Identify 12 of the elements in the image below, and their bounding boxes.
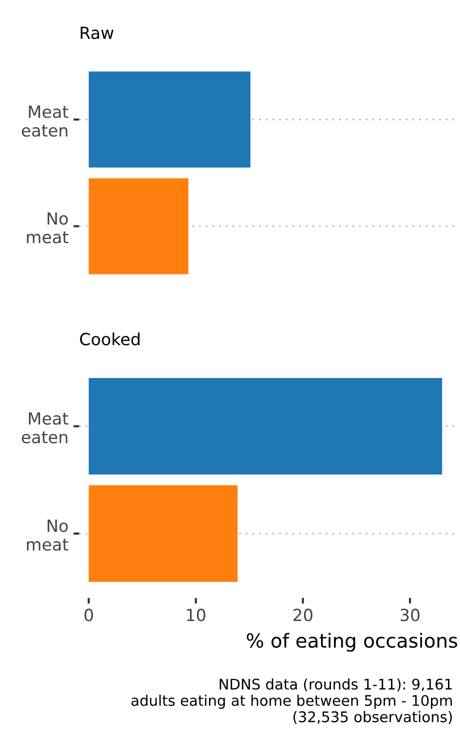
y-tick-label: No meat — [26, 212, 68, 244]
chart-title: Raw — [80, 26, 114, 40]
x-tick-label: 20 — [294, 608, 312, 622]
chart-title: Cooked — [80, 332, 140, 346]
y-tick-label: Meat eaten — [22, 106, 68, 137]
x-tick-label: 30 — [400, 608, 420, 622]
y-tick-label: Meat eaten — [22, 412, 68, 444]
y-tick-label: No meat — [26, 520, 68, 551]
x-axis-title: % of eating occasions — [246, 632, 458, 652]
x-tick-label: 0 — [84, 608, 93, 622]
text: NDNS data (rounds 1-11): 9,161 adults eating at home between 5pm - 10pm (32,535 observations) — [131, 678, 452, 724]
x-tick-label: 10 — [187, 608, 206, 622]
